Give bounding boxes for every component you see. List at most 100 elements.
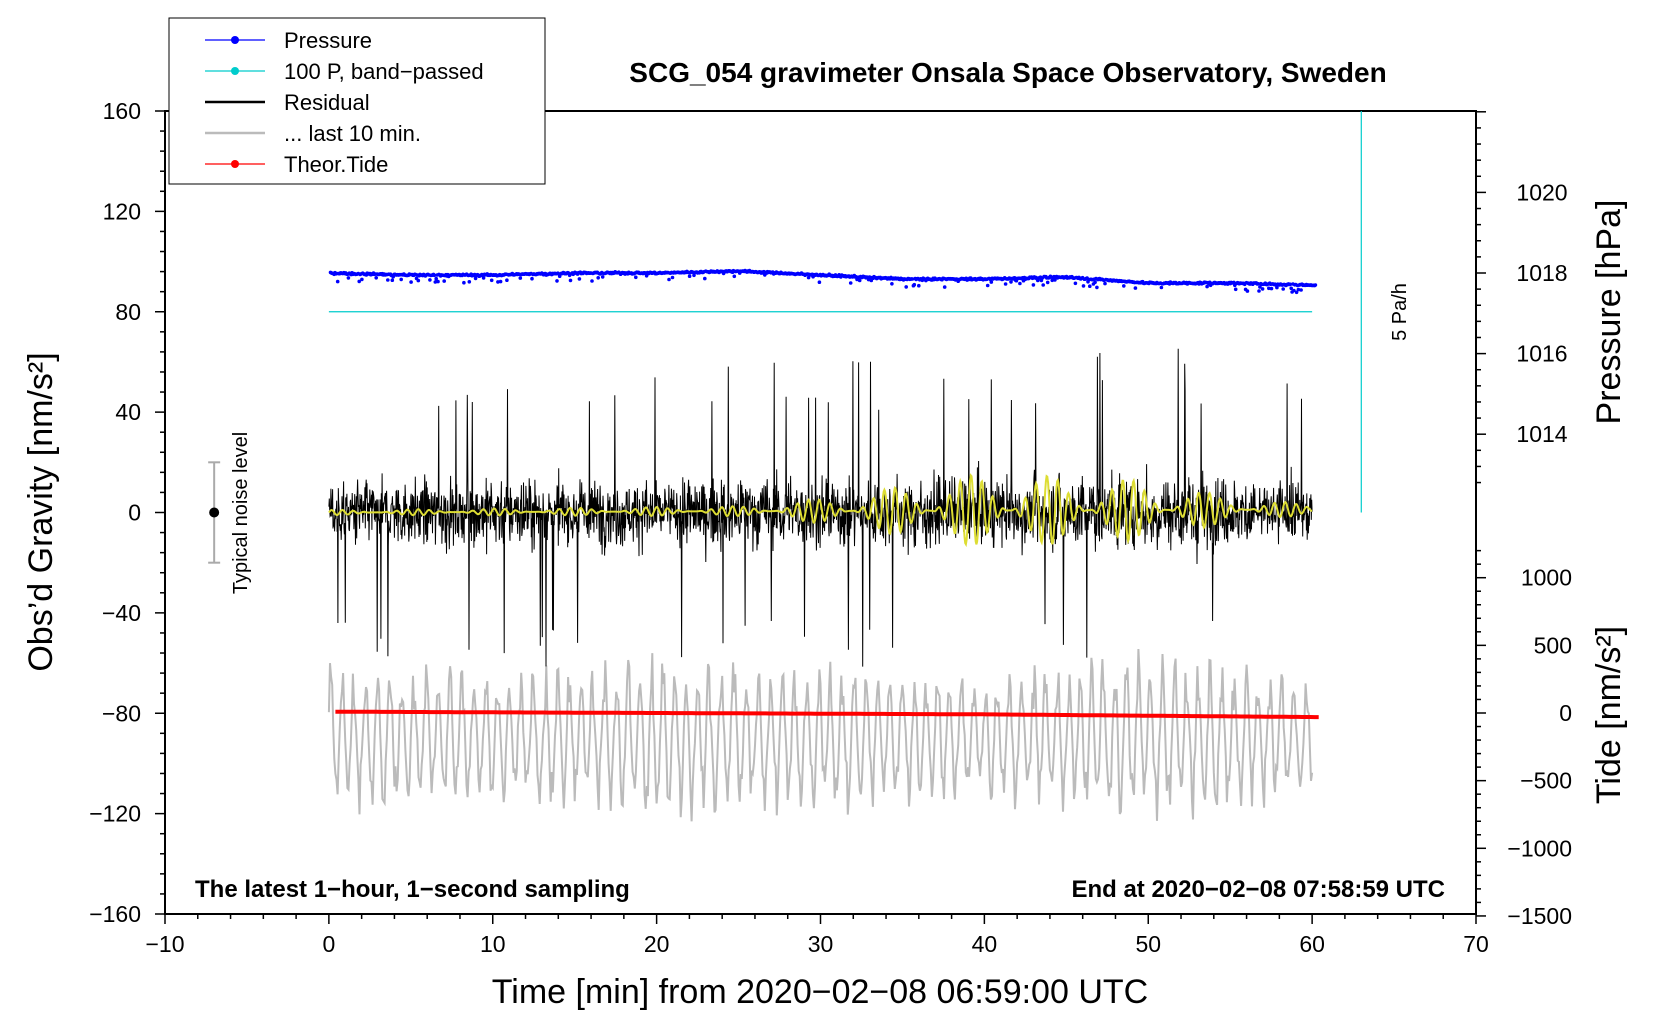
pressure-point (1073, 281, 1078, 286)
pressure-point (555, 279, 559, 283)
y-axis-pressure: 1020 1018 1016 1014 (1476, 111, 1568, 484)
pressure-point (416, 278, 421, 283)
pressure-point (473, 276, 478, 281)
pressure-point (434, 276, 439, 281)
noise-level-label: Typical noise level (230, 432, 252, 594)
pressure-point (910, 277, 915, 281)
y-left-tick-label: −40 (102, 600, 141, 626)
pressure-point (634, 275, 638, 280)
pressure-point (942, 285, 947, 289)
x-tick-label: 0 (322, 931, 335, 957)
pressure-point (530, 276, 534, 281)
pressure-point (1313, 283, 1318, 287)
pressure-point (985, 283, 990, 288)
x-tick-label: 50 (1135, 931, 1161, 957)
y-axis-tide-title: Tide [nm/s²] (1590, 626, 1628, 804)
y-left-tick-label: −80 (102, 700, 141, 726)
pressure-point (989, 280, 994, 284)
pressure-point (335, 279, 340, 284)
legend-marker (231, 160, 239, 168)
pressure-point (1041, 283, 1045, 287)
pressure-point (670, 275, 675, 280)
y-left-tick-label: −120 (89, 801, 141, 827)
pressure-point (1245, 289, 1250, 293)
pressure-point (1299, 288, 1303, 292)
pressure-point (409, 280, 413, 284)
y-left-tick-label: 40 (115, 399, 141, 425)
y-left-tick-label: 0 (128, 500, 141, 526)
pressure-point (667, 277, 671, 282)
pressure-point (1122, 284, 1126, 288)
pressure-point (577, 277, 582, 281)
pressure-point (890, 282, 894, 286)
pressure-point (462, 280, 466, 285)
pressure-point (1269, 286, 1274, 291)
pressure-point (600, 275, 605, 279)
pressure-point (390, 278, 395, 283)
pressure-point (1232, 280, 1236, 285)
pressure-point (687, 274, 692, 279)
pressure-point (399, 277, 404, 282)
pressure-point (1257, 289, 1261, 293)
sampling-note: The latest 1−hour, 1−second sampling (195, 876, 630, 903)
pressure-point (806, 275, 811, 280)
pressure-point (1288, 282, 1293, 287)
pressure-point (590, 279, 594, 283)
pressure-point (498, 279, 503, 284)
pressure-tick-label: 1018 (1516, 260, 1567, 286)
pressure-point (386, 278, 390, 282)
y-axis-left: 160 120 80 40 0 −40 −80 −120 −160 (89, 98, 165, 927)
pressure-point (1159, 285, 1164, 290)
pressure-tick-label: 1016 (1516, 341, 1567, 367)
pressure-point (1103, 281, 1107, 286)
y-left-tick-label: 160 (103, 98, 141, 124)
pressure-point (518, 276, 523, 280)
x-tick-label: 60 (1299, 931, 1325, 957)
pressure-point (360, 277, 364, 282)
y-axis-tide: 1000 500 0 −500 −1000 −1500 (1476, 549, 1572, 929)
last-10-min-series (327, 648, 1314, 822)
pressure-point (1296, 287, 1301, 292)
pressure-point (1093, 280, 1097, 285)
smoothed-line (328, 473, 1313, 548)
pressure-point (489, 278, 494, 283)
x-axis-title: Time [min] from 2020−02−08 06:59:00 UTC (492, 973, 1148, 1011)
pressure-tick-label: 1014 (1516, 421, 1567, 447)
pressure-point (357, 279, 362, 284)
legend-label: Pressure (284, 28, 372, 53)
pressure-point (848, 281, 853, 285)
pressure-point (433, 280, 438, 284)
pressure-point (436, 279, 440, 284)
pressure-point (442, 279, 447, 283)
pressure-point (1095, 285, 1099, 290)
pressure-point (1045, 280, 1050, 285)
legend-label: 100 P, band−passed (284, 59, 484, 84)
pressure-point (1260, 287, 1265, 291)
pressure-point (596, 276, 600, 280)
pressure-point (1018, 281, 1022, 286)
tide-tick-label: 0 (1559, 700, 1572, 726)
pressure-point (1003, 282, 1008, 286)
x-tick-label: −10 (145, 931, 184, 957)
legend-label: Residual (284, 90, 370, 115)
pressure-tick-label: 1020 (1516, 179, 1567, 205)
pressure-point (1088, 284, 1092, 289)
theoretical-tide-series (335, 709, 1319, 720)
end-time-note: End at 2020−02−08 07:58:59 UTC (1071, 876, 1445, 903)
pressure-point (346, 276, 351, 280)
pressure-point (1256, 282, 1260, 286)
pressure-point (904, 285, 908, 289)
pressure-point (432, 273, 437, 278)
noise-level-bar (208, 461, 221, 564)
legend-label: Theor.Tide (284, 152, 388, 177)
pressure-point (1009, 280, 1013, 284)
x-axis: −10 0 10 20 30 40 50 60 70 (145, 914, 1489, 957)
x-tick-label: 70 (1463, 931, 1489, 957)
tide-tick-label: −500 (1520, 768, 1572, 794)
tide-tick-label: −1000 (1507, 835, 1572, 861)
pressure-point (1031, 283, 1036, 287)
y-axis-left-title: Obs’d Gravity [nm/s²] (22, 352, 60, 671)
legend-marker (231, 36, 239, 44)
pressure-point (703, 276, 707, 281)
pressure-point (1289, 286, 1293, 291)
